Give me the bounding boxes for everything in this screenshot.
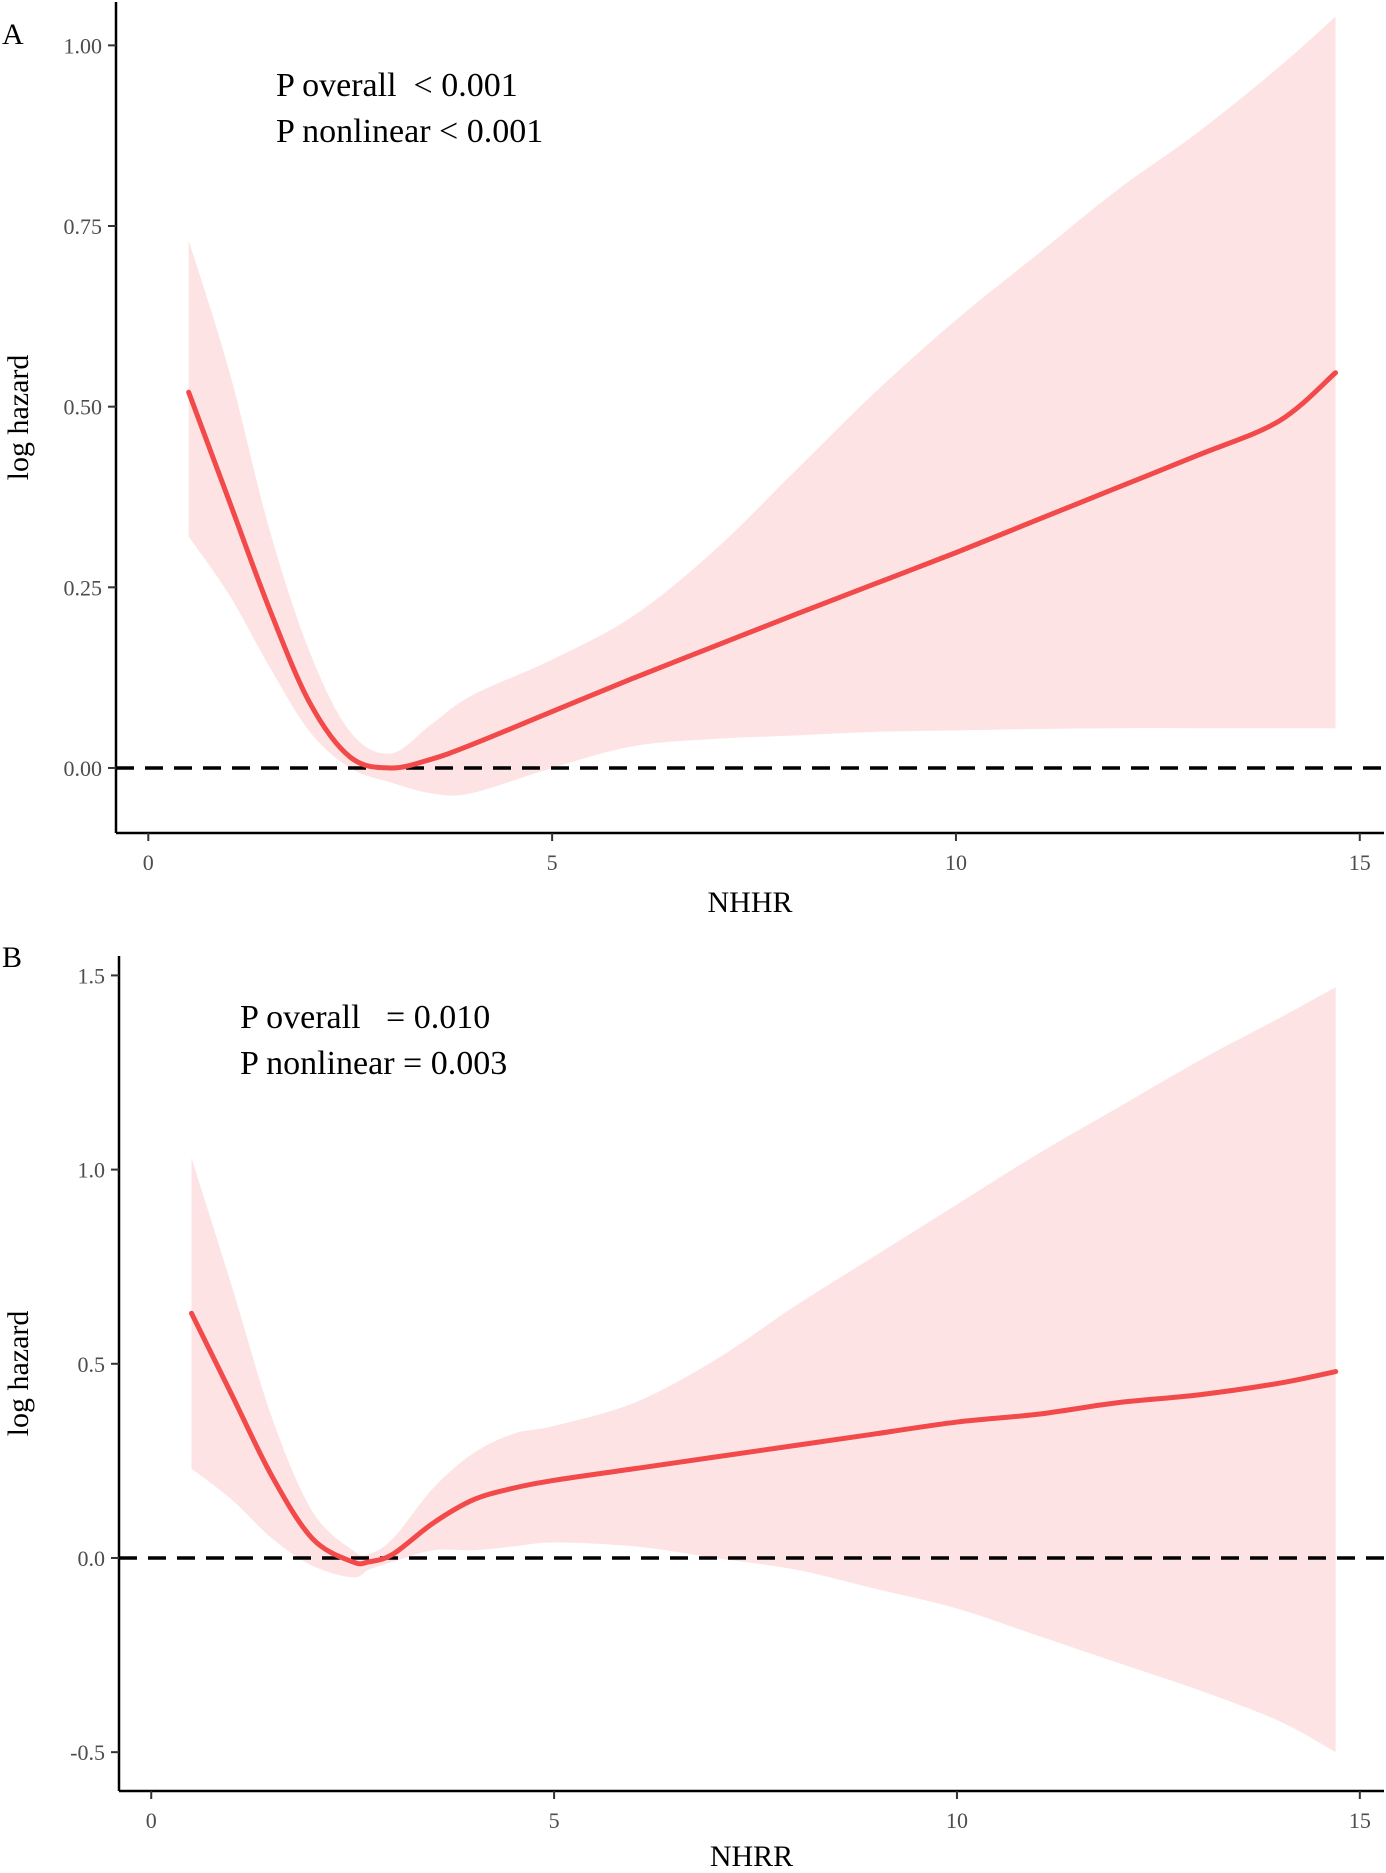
y-tick-label: 0.5 — [78, 1352, 106, 1377]
y-tick-label: 0.25 — [64, 575, 103, 600]
x-tick-label: 5 — [549, 1808, 560, 1833]
y-axis-title: log hazard — [2, 355, 35, 481]
y-axis-title: log hazard — [2, 1311, 35, 1437]
panel-letter: A — [2, 18, 24, 51]
y-tick-label: 1.0 — [78, 1158, 106, 1183]
x-tick-label: 10 — [946, 1808, 968, 1833]
p-value-annotation: P overall = 0.010 — [240, 999, 490, 1036]
y-tick-label: 0.75 — [64, 214, 103, 239]
chart-panel-b: -0.5 0.0 0.5 1.0 1.5 0 5 10 15 NHRR log hazard B P o… — [2, 941, 1384, 1873]
chart-panel-a: 0.00 0.25 0.50 0.75 1.00 0 5 10 15 NHHR log hazard… — [2, 2, 1384, 919]
p-value-annotation: P overall < 0.001 — [276, 67, 518, 104]
confidence-band — [191, 987, 1336, 1753]
hazard-curve — [186, 370, 1339, 771]
hazard-curve — [189, 1310, 1339, 1567]
x-tick-label: 0 — [143, 850, 154, 875]
p-value-annotation: P nonlinear = 0.003 — [240, 1045, 507, 1082]
x-tick-label: 10 — [945, 850, 967, 875]
y-tick-label: 0.50 — [64, 395, 103, 420]
y-tick-label: 0.00 — [64, 756, 103, 781]
y-tick-label: -0.5 — [70, 1740, 105, 1765]
y-tick-label: 1.5 — [78, 963, 106, 988]
x-tick-label: 0 — [146, 1808, 157, 1833]
y-tick-label: 0.0 — [78, 1546, 106, 1571]
x-axis-title: NHHR — [707, 886, 792, 919]
x-axis-title: NHRR — [710, 1840, 793, 1873]
x-tick-label: 5 — [547, 850, 558, 875]
x-tick-label: 15 — [1349, 1808, 1371, 1833]
panel-letter: B — [2, 941, 22, 974]
p-value-annotation: P nonlinear < 0.001 — [276, 113, 543, 150]
confidence-band — [188, 16, 1336, 796]
y-tick-label: 1.00 — [64, 33, 103, 58]
x-tick-label: 15 — [1349, 850, 1371, 875]
